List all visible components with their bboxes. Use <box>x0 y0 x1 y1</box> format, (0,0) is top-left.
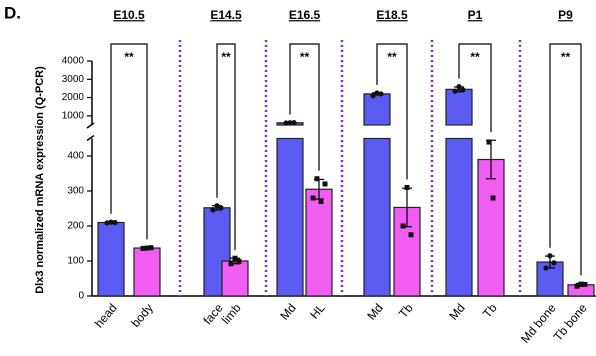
data-point <box>287 120 293 126</box>
bar <box>477 158 505 297</box>
data-point <box>148 245 154 251</box>
significance-bracket <box>458 43 492 133</box>
y-tick-label: 100 <box>67 256 84 267</box>
data-point <box>547 253 553 259</box>
data-point <box>404 185 410 190</box>
significance-bracket <box>216 43 236 251</box>
data-point <box>574 283 580 289</box>
y-tick-label: 0 <box>78 291 84 302</box>
significance-bracket <box>110 43 148 240</box>
x-tick-label: Md <box>364 301 385 323</box>
group-label: E18.5 <box>376 8 408 22</box>
axis-break <box>86 134 95 142</box>
data-point <box>578 281 584 287</box>
data-point <box>490 195 496 201</box>
data-point <box>104 220 110 226</box>
data-point <box>408 232 414 238</box>
data-point <box>456 84 462 90</box>
bar <box>363 93 391 126</box>
x-tick-label: Md bone <box>518 301 559 346</box>
x-tick-label: HL <box>307 301 328 322</box>
data-point <box>318 199 324 204</box>
bar <box>133 247 161 297</box>
x-tick-label: limb <box>219 301 244 327</box>
data-point <box>486 139 492 145</box>
data-point <box>582 281 588 287</box>
y-axis-label: Dlx3 normalized mRNA expression (Q-PCR) <box>34 66 46 294</box>
bar <box>97 221 125 297</box>
data-point <box>140 245 146 251</box>
data-point <box>310 195 316 201</box>
y-tick-label: 1000 <box>62 110 85 121</box>
panel-label: D. <box>4 3 21 22</box>
group-label: E14.5 <box>210 8 242 22</box>
data-point <box>551 260 557 266</box>
x-tick-label: Md <box>446 301 467 323</box>
y-tick-label: 4000 <box>62 56 85 67</box>
bar <box>221 260 249 297</box>
group-label: P9 <box>558 8 573 22</box>
data-point <box>228 261 234 267</box>
data-point <box>283 120 289 126</box>
bar <box>276 137 304 297</box>
data-point <box>236 258 242 264</box>
data-point <box>370 93 376 99</box>
significance-label: ** <box>387 50 397 64</box>
data-point <box>314 176 320 182</box>
data-point <box>374 90 380 96</box>
x-tick-label: body <box>128 301 155 330</box>
data-point <box>144 245 150 251</box>
data-point <box>460 87 466 93</box>
data-point <box>291 120 297 126</box>
significance-label: ** <box>300 50 310 64</box>
significance-bracket <box>376 43 408 180</box>
y-tick-label: 200 <box>67 221 84 232</box>
group-label: E16.5 <box>289 8 321 22</box>
bar <box>363 137 391 297</box>
y-tick-label: 2000 <box>62 92 85 103</box>
y-tick-label: 3000 <box>62 74 85 85</box>
bar <box>305 188 333 297</box>
data-point <box>543 265 549 271</box>
data-point <box>452 88 458 94</box>
x-tick-label: Tb <box>396 301 416 321</box>
x-tick-label: Tb bone <box>551 301 590 344</box>
group-label: P1 <box>468 8 483 22</box>
significance-bracket <box>289 43 320 171</box>
significance-label: ** <box>124 50 134 64</box>
group-label: E10.5 <box>113 8 145 22</box>
data-point <box>400 223 406 229</box>
x-tick-label: Tb <box>480 301 500 321</box>
bar <box>445 137 473 297</box>
data-point <box>210 207 216 213</box>
data-point <box>218 205 224 211</box>
data-point <box>378 91 384 97</box>
x-tick-label: head <box>92 301 120 330</box>
y-tick-label: 300 <box>67 186 84 197</box>
significance-label: ** <box>561 50 571 64</box>
bar <box>445 88 473 126</box>
data-point <box>108 219 114 225</box>
data-point <box>322 181 328 187</box>
significance-label: ** <box>221 50 231 64</box>
y-tick-label: 400 <box>67 151 84 162</box>
axis-break <box>86 122 95 129</box>
significance-label: ** <box>470 50 480 64</box>
x-tick-label: Md <box>277 301 298 323</box>
data-point <box>112 219 118 226</box>
data-point <box>232 255 238 261</box>
significance-bracket <box>549 43 582 276</box>
data-point <box>214 203 220 209</box>
